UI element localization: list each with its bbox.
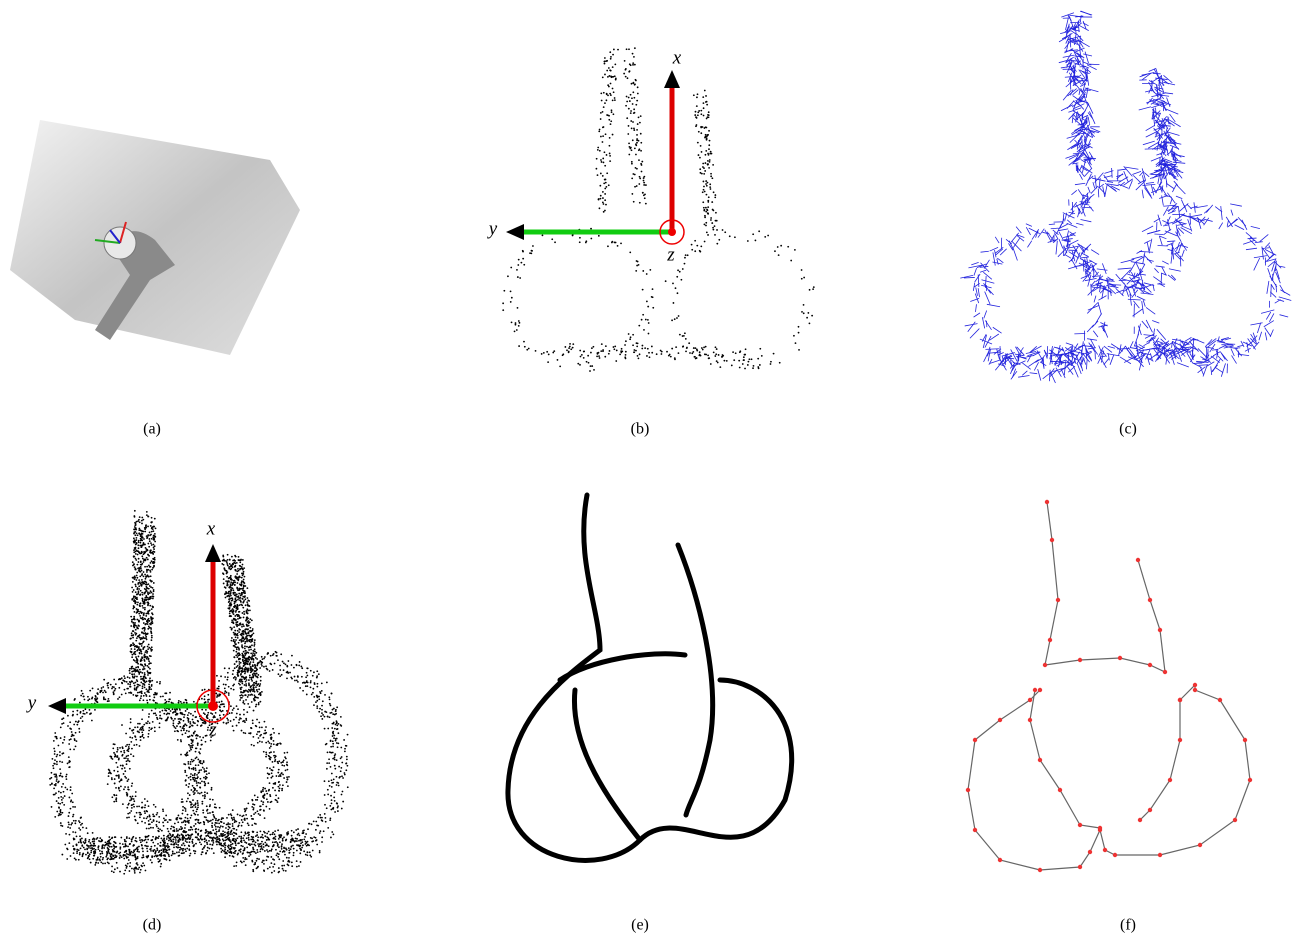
depth-image <box>10 120 300 355</box>
axis-label: z <box>666 244 675 265</box>
axis-label: z <box>208 719 217 740</box>
frame-axes: x y z <box>487 47 684 265</box>
point-cloud-dense <box>49 510 349 875</box>
point-cloud-sparse <box>502 47 814 372</box>
figure: x y z x y z (a) (b) (c) (d) (e) (f) <box>0 0 1292 944</box>
caption: (a) <box>143 421 161 438</box>
axis-label: y <box>26 692 37 713</box>
axis-label: x <box>672 47 682 68</box>
caption: (f) <box>1120 917 1136 934</box>
caption: (b) <box>631 421 650 438</box>
normals-cloud <box>960 11 1291 383</box>
axis-label: y <box>487 218 498 239</box>
caption: (e) <box>631 917 649 934</box>
axis-label: x <box>206 518 216 539</box>
graph-polyline <box>966 500 1252 872</box>
thinned-curve <box>508 495 792 860</box>
caption: (d) <box>143 917 162 934</box>
frame-axes: x y z <box>26 518 229 740</box>
caption: (c) <box>1119 421 1137 438</box>
